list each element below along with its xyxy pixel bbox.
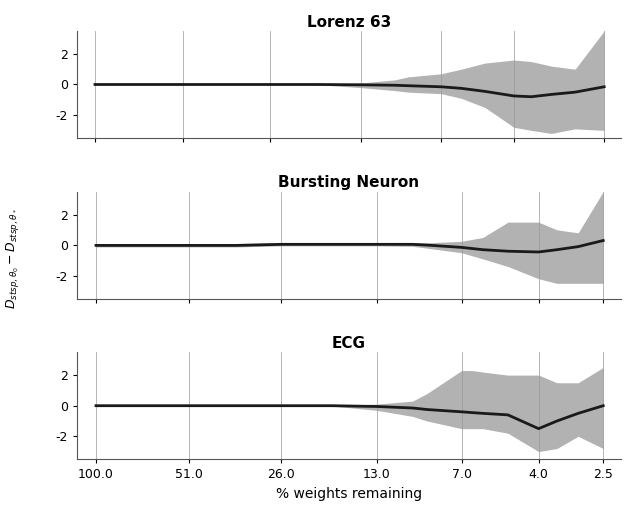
Title: Bursting Neuron: Bursting Neuron xyxy=(278,175,419,190)
X-axis label: % weights remaining: % weights remaining xyxy=(276,487,422,501)
Title: ECG: ECG xyxy=(332,336,366,351)
Title: Lorenz 63: Lorenz 63 xyxy=(307,15,391,30)
Text: $D_{stsp,\theta_0} - D_{stsp,\theta_*}$: $D_{stsp,\theta_0} - D_{stsp,\theta_*}$ xyxy=(4,207,21,309)
